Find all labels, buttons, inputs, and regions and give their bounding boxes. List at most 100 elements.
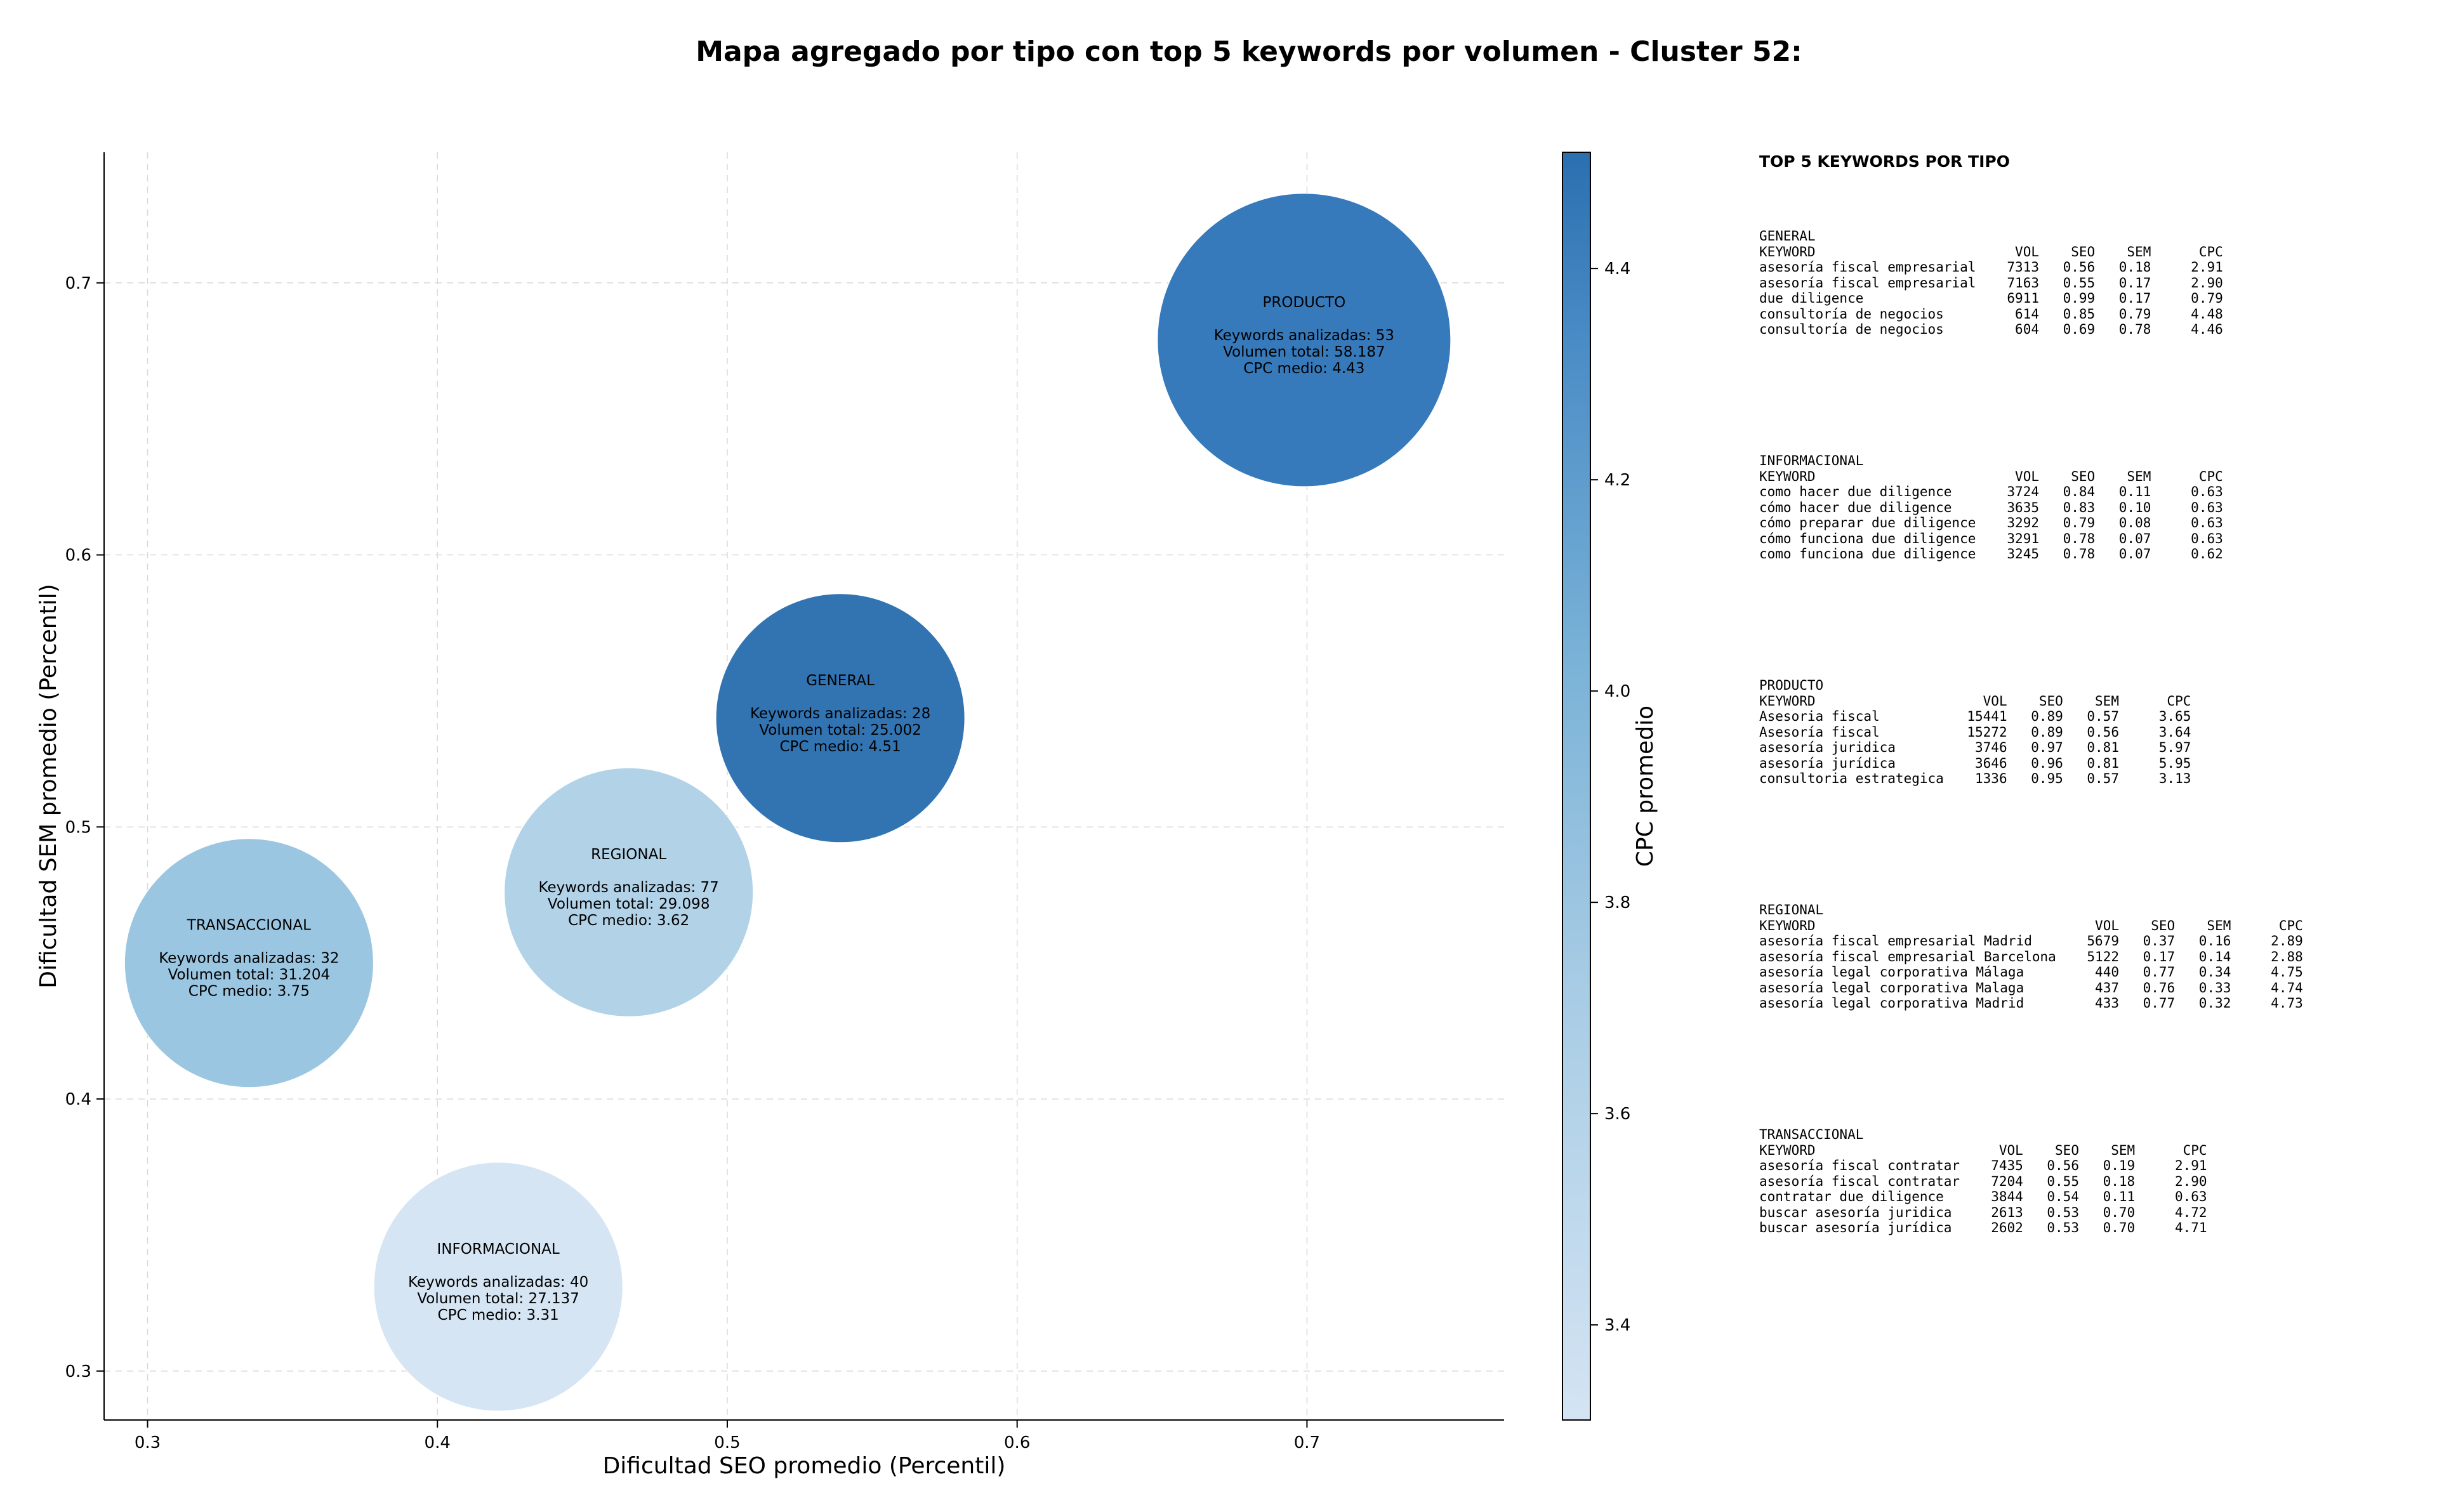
table-header-row: KEYWORD VOL SEO SEM CPC	[1759, 469, 2223, 485]
cell-seo: SEO	[2071, 468, 2096, 484]
cell-sem: 0.10	[2118, 499, 2151, 515]
table-row: contratar due diligence 3844 0.54 0.11 0.63	[1759, 1189, 2207, 1205]
bubble-label-cpc-label: CPC medio: 4.43	[1243, 360, 1364, 377]
cell-keyword: cómo funciona due diligence	[1759, 530, 1976, 546]
colorbar-tick-label: 4.4	[1604, 260, 1630, 279]
table-row: asesoría legal corporativa Madrid 433 0.77…	[1759, 996, 2303, 1011]
cell-seo: 0.56	[2063, 260, 2096, 275]
cell-seo: 0.89	[2031, 709, 2063, 724]
cell-cpc: 0.63	[2191, 530, 2223, 546]
table-row: asesoría juridica 3746 0.97 0.81 5.97	[1759, 740, 2191, 756]
keyword-table-regional: REGIONAL KEYWORD VOL SEO SEM CPC asesoría fisc…	[1759, 902, 2303, 1011]
cell-sem: 0.81	[2087, 755, 2119, 771]
cell-vol: 7163	[2007, 275, 2039, 291]
keyword-tables: TOP 5 KEYWORDS POR TIPO GENERAL KEYWORD VO…	[1759, 152, 2426, 1235]
bubble-label-volume-label: Volumen total: 31.204	[168, 967, 331, 983]
y-axis-ticks: 0.3 0.4 0.5 0.6 0.7	[65, 274, 104, 1381]
cell-keyword: contratar due diligence	[1759, 1189, 1944, 1204]
x-tick-label: 0.7	[1294, 1433, 1320, 1452]
bubble-label-cpc-label: CPC medio: 3.31	[438, 1307, 559, 1324]
cell-sem: 0.17	[2118, 275, 2151, 291]
x-tick-label: 0.4	[425, 1433, 451, 1452]
x-tick-label: 0.5	[714, 1433, 740, 1452]
cell-cpc: CPC	[2198, 244, 2223, 260]
cell-sem: 0.33	[2198, 980, 2231, 996]
cell-sem: 0.16	[2198, 933, 2231, 949]
cell-sem: 0.57	[2087, 709, 2119, 724]
colorbar-label: CPC promedio	[1632, 706, 1658, 867]
cell-vol: 7204	[1991, 1173, 2023, 1189]
cell-keyword: cómo preparar due diligence	[1759, 515, 1976, 530]
cell-cpc: 0.62	[2191, 546, 2223, 562]
cell-sem: SEM	[2127, 244, 2151, 260]
cell-cpc: 4.73	[2271, 996, 2303, 1011]
table-row: asesoría fiscal empresarial Barcelona 512…	[1759, 949, 2303, 965]
cell-seo: 0.99	[2063, 291, 2096, 306]
cell-sem: 0.79	[2118, 306, 2151, 322]
keyword-table-transaccional: TRANSACCIONAL KEYWORD VOL SEO SEM CPC asesoría…	[1759, 1127, 2207, 1236]
table-row: asesoría legal corporativa Malaga 437 0.76…	[1759, 980, 2303, 996]
cell-keyword: asesoría juridica	[1759, 740, 1896, 755]
table-row: cómo preparar due diligence 3292 0.79 0.08 0…	[1759, 515, 2223, 531]
cell-cpc: 4.74	[2271, 980, 2303, 996]
bubble-label-volume-label: Volumen total: 29.098	[548, 896, 710, 912]
cell-vol: 614	[2015, 306, 2039, 322]
cell-sem: SEM	[2127, 468, 2151, 484]
cell-cpc: 2.89	[2271, 933, 2303, 949]
bubble-label-cpc-label: CPC medio: 3.75	[188, 983, 310, 1000]
bubble-circle	[124, 838, 374, 1088]
cell-seo: SEO	[2151, 917, 2176, 933]
cell-vol: 3245	[2007, 546, 2039, 562]
cell-cpc: 0.63	[2191, 484, 2223, 499]
table-row: Asesoría fiscal 15272 0.89 0.56 3.64	[1759, 725, 2191, 740]
table-row: asesoría fiscal empresarial 7163 0.55 0.17 2…	[1759, 275, 2223, 291]
cell-vol: VOL	[2015, 468, 2039, 484]
cell-seo: 0.84	[2063, 484, 2096, 499]
cell-keyword: como funciona due diligence	[1759, 546, 1976, 562]
x-axis-label: Dificultad SEO promedio (Percentil)	[603, 1453, 1006, 1479]
bubble-label-cpc-label: CPC medio: 4.51	[779, 739, 901, 755]
cell-seo: 0.78	[2063, 546, 2096, 562]
cell-vol: 437	[2095, 980, 2119, 996]
bubble-label-volume-label: Volumen total: 27.137	[417, 1291, 579, 1307]
y-tick-label: 0.4	[65, 1090, 91, 1109]
cell-vol: 7435	[1991, 1158, 2023, 1173]
cell-keyword: asesoría legal corporativa Malaga	[1759, 980, 2024, 996]
cell-seo: 0.97	[2031, 740, 2063, 755]
cell-keyword: KEYWORD	[1759, 693, 1816, 709]
cell-seo: 0.76	[2143, 980, 2176, 996]
cell-vol: VOL	[1998, 1142, 2023, 1158]
cell-keyword: consultoría de negocios	[1759, 322, 1944, 337]
table-type-heading: REGIONAL	[1759, 902, 1824, 917]
cell-seo: 0.77	[2143, 964, 2176, 980]
cell-cpc: 3.65	[2158, 709, 2191, 724]
cell-sem: 0.70	[2103, 1204, 2136, 1220]
cell-keyword: asesoría legal corporativa Málaga	[1759, 964, 2024, 980]
cell-cpc: CPC	[2167, 693, 2191, 709]
bubble-label-keywords-label: Keywords analizadas: 77	[539, 879, 719, 896]
cell-vol: 3746	[1975, 740, 2007, 755]
cell-sem: 0.11	[2118, 484, 2151, 499]
bubble-circle	[715, 593, 965, 843]
cell-cpc: 4.46	[2191, 322, 2223, 337]
x-tick-label: 0.6	[1004, 1433, 1030, 1452]
cell-cpc: CPC	[2183, 1142, 2207, 1158]
cell-vol: 3844	[1991, 1189, 2023, 1204]
cell-sem: 0.11	[2103, 1189, 2136, 1204]
cell-sem: SEM	[2095, 693, 2119, 709]
bubble-label-keywords-label: Keywords analizadas: 53	[1214, 327, 1394, 344]
cell-seo: 0.69	[2063, 322, 2096, 337]
table-row: Asesoria fiscal 15441 0.89 0.57 3.65	[1759, 709, 2191, 725]
cell-sem: 0.07	[2118, 546, 2151, 562]
chart-title: Mapa agregado por tipo con top 5 keyword…	[696, 36, 1802, 68]
bubble-label-volume-label: Volumen total: 25.002	[759, 722, 921, 739]
cell-seo: 0.55	[2063, 275, 2096, 291]
cell-keyword: KEYWORD	[1759, 468, 1816, 484]
cell-keyword: KEYWORD	[1759, 1142, 1816, 1158]
cell-vol: 3635	[2007, 499, 2039, 515]
cell-vol: VOL	[1983, 693, 2007, 709]
cell-vol: 604	[2015, 322, 2039, 337]
cell-cpc: 0.63	[2191, 515, 2223, 530]
colorbar-tick-label: 3.8	[1604, 893, 1630, 912]
cell-seo: SEO	[2055, 1142, 2079, 1158]
